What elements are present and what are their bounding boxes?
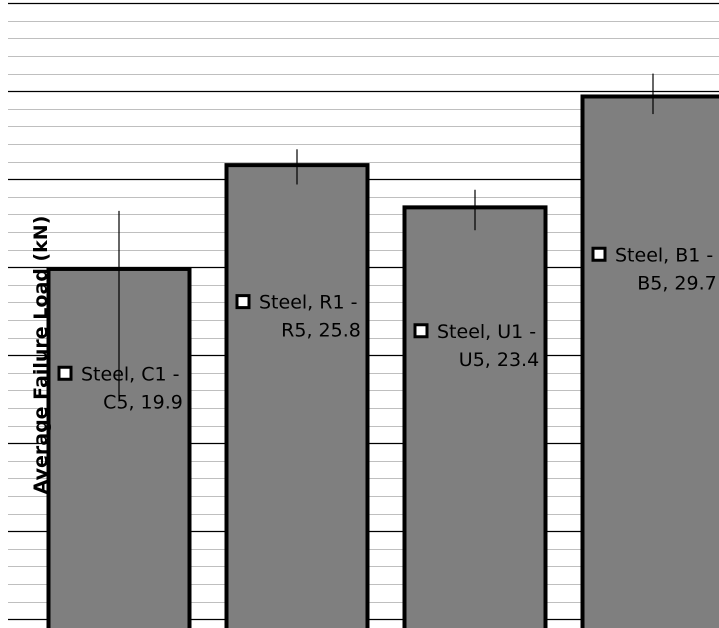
legend-key-icon xyxy=(235,294,251,310)
data-label-line-1: Steel, B1 - xyxy=(615,244,713,266)
bar-2 xyxy=(224,163,370,628)
error-bars xyxy=(118,73,654,396)
bar-4 xyxy=(580,94,719,628)
bar-3 xyxy=(402,205,548,628)
data-label-line-2: U5, 23.4 xyxy=(459,349,539,371)
data-label-line-1: Steel, U1 - xyxy=(437,321,536,343)
legend-key-icon xyxy=(413,323,429,339)
y-axis-title: Average Failure Load (kN) xyxy=(30,216,52,495)
data-label-3: Steel, U1 - U5, 23.4 xyxy=(413,321,539,371)
legend-key-icon xyxy=(57,365,73,381)
bars xyxy=(46,94,719,628)
data-label-1: Steel, C1 - C5, 19.9 xyxy=(57,363,183,413)
data-label-2: Steel, R1 - R5, 25.8 xyxy=(235,292,361,342)
data-label-line-2: C5, 19.9 xyxy=(103,391,183,413)
data-label-4: Steel, B1 - B5, 29.7 xyxy=(591,244,717,294)
data-label-line-2: B5, 29.7 xyxy=(637,272,717,294)
data-label-line-1: Steel, R1 - xyxy=(259,292,357,314)
data-label-line-1: Steel, C1 - xyxy=(81,363,180,385)
data-label-line-2: R5, 25.8 xyxy=(281,320,361,342)
legend-key-icon xyxy=(591,246,607,262)
